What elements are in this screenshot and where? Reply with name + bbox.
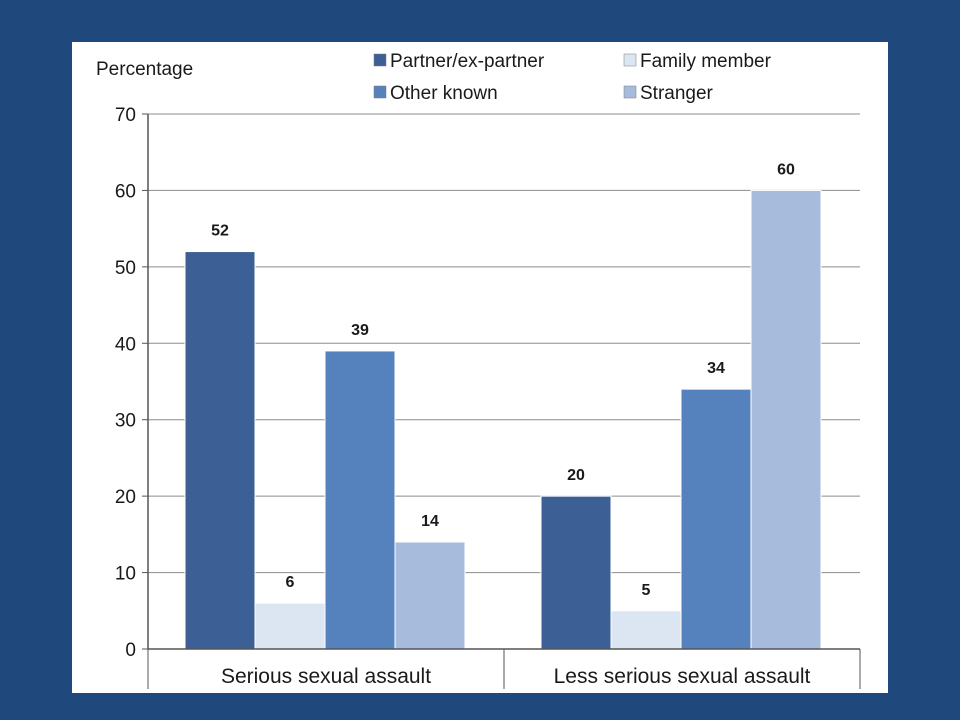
legend-swatch <box>373 53 387 67</box>
data-label: 60 <box>777 161 795 178</box>
legend-label: Other known <box>390 83 498 104</box>
y-axis-title: Percentage <box>96 59 193 80</box>
legend-label: Stranger <box>640 83 714 104</box>
data-label: 20 <box>567 467 585 484</box>
bar <box>324 350 396 650</box>
chart-panel: Percentage 52 6 39 14 20 5 34 60 0 10 20 30 40 50 60 7… <box>72 42 888 693</box>
bar <box>680 388 752 650</box>
y-tick-label: 40 <box>115 334 136 355</box>
data-label: 5 <box>642 582 651 599</box>
legend-swatch <box>623 53 637 67</box>
bar <box>610 610 682 650</box>
bar <box>254 602 326 650</box>
bar <box>750 189 822 650</box>
bars: 52 6 39 14 20 5 34 60 <box>184 161 822 650</box>
y-tick-label: 70 <box>115 105 136 126</box>
legend-swatch <box>373 85 387 99</box>
legend: Partner/ex-partner Family member Other kno… <box>373 51 772 104</box>
data-label: 6 <box>286 574 295 591</box>
data-label: 52 <box>211 223 229 240</box>
y-tick-label: 0 <box>125 640 136 661</box>
axes: 0 10 20 30 40 50 60 70 Serious sexual assault Les… <box>115 105 861 689</box>
legend-label: Partner/ex-partner <box>390 51 545 72</box>
data-label: 14 <box>421 513 439 530</box>
bar-chart: Percentage 52 6 39 14 20 5 34 60 0 10 20 30 40 50 60 7… <box>96 51 861 689</box>
bar <box>184 251 256 650</box>
bar <box>540 495 612 650</box>
x-category-label: Less serious sexual assault <box>554 665 811 688</box>
gridlines <box>148 113 860 574</box>
legend-label: Family member <box>640 51 772 72</box>
y-tick-label: 30 <box>115 411 136 432</box>
data-label: 39 <box>351 322 369 339</box>
y-tick-label: 10 <box>115 564 136 585</box>
y-tick-label: 20 <box>115 487 136 508</box>
y-tick-label: 50 <box>115 258 136 279</box>
legend-swatch <box>623 85 637 99</box>
y-tick-label: 60 <box>115 181 136 202</box>
x-category-label: Serious sexual assault <box>221 665 431 688</box>
data-label: 34 <box>707 360 725 377</box>
bar <box>394 541 466 650</box>
